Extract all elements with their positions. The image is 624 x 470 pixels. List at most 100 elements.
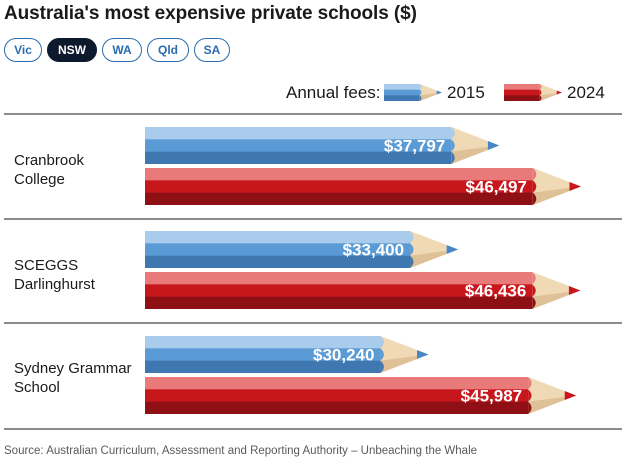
bar-2015-2: $30,240 xyxy=(145,336,429,373)
pencil-body-mid xyxy=(145,348,381,362)
pencil-scallop xyxy=(532,296,536,309)
pencil-body-top xyxy=(145,272,533,285)
school-name-line-2: College xyxy=(14,171,65,188)
pencil-body-bottom xyxy=(145,192,533,205)
pencil-body-mid xyxy=(145,243,411,257)
school-label-cranbrook: Cranbrook College xyxy=(14,151,144,189)
legend-label-2024: 2024 xyxy=(567,83,605,102)
pencil-scallop xyxy=(451,139,455,152)
pencil-scallop xyxy=(539,89,542,96)
pencil-body-mid xyxy=(145,139,452,153)
data-label-2024: $46,497 xyxy=(465,178,526,197)
pencil-scallop xyxy=(380,360,384,373)
bar-2024-2: $45,987 xyxy=(145,377,577,414)
school-name-line-1: Sydney Grammar xyxy=(14,360,132,377)
pencil-scallop xyxy=(532,192,537,205)
legend-pencil-2015 xyxy=(384,84,442,101)
pencil-lead-tip xyxy=(446,245,459,254)
divider-top xyxy=(4,113,622,115)
school-name-line-1: Cranbrook xyxy=(14,152,85,169)
school-label-sceggs: SCEGGS Darlinghurst xyxy=(14,256,144,294)
legend-prefix: Annual fees: xyxy=(286,83,381,102)
bar-2015-1: $33,400 xyxy=(145,231,459,268)
pencil-body-bottom xyxy=(145,151,452,164)
pencil-scallop xyxy=(532,180,537,193)
pencil-body-bottom xyxy=(145,360,381,373)
bar-2015-0: $37,797 xyxy=(145,127,500,164)
pencil-scallop xyxy=(380,348,384,361)
pencil-wood-shade xyxy=(528,396,565,414)
pencil-wood-shade xyxy=(410,250,447,268)
pencil-scallop xyxy=(532,284,536,297)
pencil-scallop xyxy=(539,84,542,90)
source-note: Source: Australian Curriculum, Assessmen… xyxy=(4,445,478,457)
pencil-scallop xyxy=(380,336,384,349)
pencil-wood-shade xyxy=(532,187,570,205)
data-label-2015: $30,240 xyxy=(313,346,374,365)
school-name-line-1: SCEGGS xyxy=(14,257,79,274)
tab-wa[interactable]: WA xyxy=(102,38,142,62)
pencil-lead-tip xyxy=(417,350,429,359)
pencil-wood-shade xyxy=(380,355,418,373)
pencil-scallop xyxy=(410,255,414,268)
school-name-line-2: Darlinghurst xyxy=(14,276,95,293)
pencil-body-mid xyxy=(504,89,540,96)
state-tabs: Vic NSW WA Qld SA xyxy=(4,38,230,62)
pencil-body-top xyxy=(145,127,452,140)
bar-2024-0: $46,497 xyxy=(145,168,581,205)
pencil-lead-tip xyxy=(556,90,562,95)
data-label-2024: $45,987 xyxy=(461,387,522,406)
divider-bottom xyxy=(4,428,622,430)
pencil-scallop xyxy=(410,231,414,244)
pencil-wood-shade xyxy=(419,93,437,101)
pencil-body-top xyxy=(384,84,420,91)
pencil-body-bottom xyxy=(145,401,529,414)
legend xyxy=(384,84,562,101)
school-name-line-2: School xyxy=(14,379,60,396)
pencil-scallop xyxy=(532,168,537,181)
pencil-scallop xyxy=(539,95,542,101)
pencil-scallop xyxy=(532,272,536,285)
pencil-lead-tip xyxy=(564,391,577,400)
tab-vic[interactable]: Vic xyxy=(4,38,42,62)
pencil-lead-tip xyxy=(487,141,500,150)
pencil-lead-tip xyxy=(569,182,581,191)
pencil-scallop xyxy=(451,151,455,164)
pencil-body-mid xyxy=(145,180,533,194)
pencil-body-top xyxy=(145,377,529,390)
pencil-body-mid xyxy=(145,389,529,403)
legend-pencil-2024 xyxy=(504,84,562,101)
pencil-body-mid xyxy=(384,89,420,96)
pencil-scallop xyxy=(419,95,422,101)
tab-nsw[interactable]: NSW xyxy=(47,38,97,62)
pencil-wood-shade xyxy=(539,93,557,101)
pencil-body-bottom xyxy=(384,95,420,101)
data-label-2015: $37,797 xyxy=(384,137,445,156)
pencil-wood-shade xyxy=(532,291,569,309)
pencil-wood-shade xyxy=(451,146,488,164)
school-label-sydney-grammar: Sydney Grammar School xyxy=(14,359,144,397)
pencil-body-mid xyxy=(145,284,533,298)
pencil-scallop xyxy=(528,377,532,390)
pencil-body-bottom xyxy=(504,95,540,101)
pencil-body-top xyxy=(145,168,533,181)
divider-2 xyxy=(4,322,622,324)
tab-qld[interactable]: Qld xyxy=(147,38,189,62)
pencil-lead-tip xyxy=(568,286,581,295)
tab-sa[interactable]: SA xyxy=(194,38,230,62)
pencil-scallop xyxy=(528,401,532,414)
pencil-scallop xyxy=(410,243,414,256)
pencil-body-top xyxy=(145,231,411,244)
page-title: Australia's most expensive private schoo… xyxy=(4,3,417,24)
legend-label-2015: 2015 xyxy=(447,83,485,102)
pencil-scallop xyxy=(451,127,455,140)
data-label-2024: $46,436 xyxy=(465,282,526,301)
pencil-lead-tip xyxy=(436,90,442,95)
pencil-body-bottom xyxy=(145,296,533,309)
data-label-2015: $33,400 xyxy=(343,241,404,260)
divider-1 xyxy=(4,218,622,220)
bar-2024-1: $46,436 xyxy=(145,272,581,309)
pencil-body-top xyxy=(145,336,381,349)
pencil-body-bottom xyxy=(145,255,411,268)
